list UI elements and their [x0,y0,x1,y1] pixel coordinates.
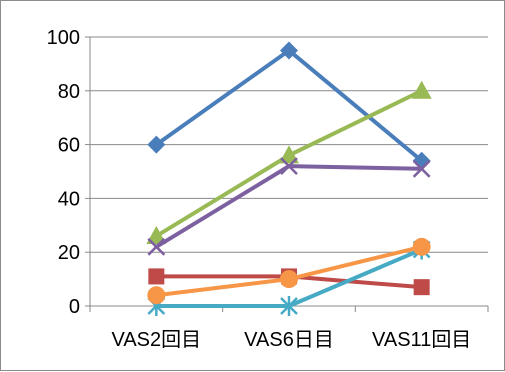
series-3-point-1 [280,157,298,176]
x-tick-label-0: VAS2回目 [111,329,201,351]
series-2-point-1 [279,145,299,164]
series-3 [147,157,431,256]
series-3-line [154,164,424,249]
y-tick-label-60: 60 [58,135,80,157]
series-1-point-2 [413,279,430,296]
x-axis-tick-labels: VAS2回目 VAS6日目 VAS11回目 [111,329,471,351]
series-0-point-1 [280,41,298,60]
series-2-line [154,88,424,239]
series-5-point-1 [280,270,298,289]
y-tick-label-40: 40 [58,188,80,210]
x-tick-label-2: VAS11回目 [372,329,471,351]
series-4-point-1 [280,296,298,316]
series-3-point-2 [412,159,431,178]
y-axis-tick-labels: 0 20 40 60 80 100 [47,27,80,318]
series-3-point-0 [147,237,166,256]
y-tick-label-0: 0 [69,296,80,318]
y-tick-label-100: 100 [47,27,80,49]
y-tick-label-80: 80 [58,81,80,103]
series-2-point-0 [146,226,167,245]
series-1-point-0 [148,268,165,285]
series-0-point-0 [147,135,166,154]
series-2 [146,80,432,245]
series-lines [146,41,432,316]
series-5-point-2 [412,237,431,256]
series-2-point-2 [411,80,432,99]
y-tick-label-20: 20 [58,242,80,264]
series-5 [147,237,431,305]
x-tick-label-1: VAS6日目 [244,329,334,351]
series-5-point-0 [147,286,166,305]
